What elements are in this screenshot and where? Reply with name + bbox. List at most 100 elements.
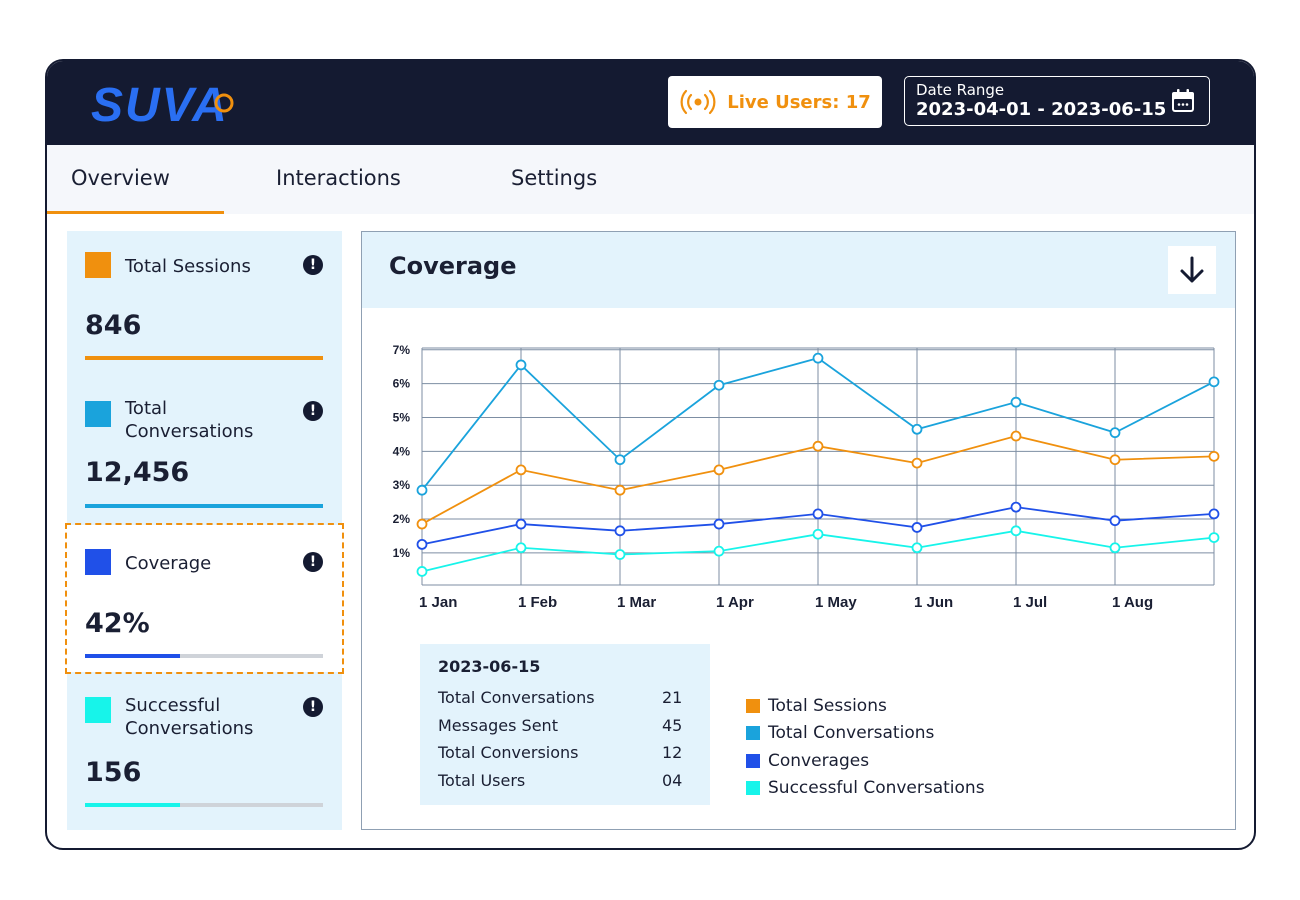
legend-item[interactable]: Total Conversations [746,720,985,748]
data-point [713,518,725,530]
metric-progress-bar [85,654,323,658]
date-range-value: 2023-04-01 - 2023-06-15 [916,99,1167,120]
data-point [1208,376,1220,388]
tooltip-row: Messages Sent 45 [438,712,692,740]
live-users-label: Live Users: 17 [727,91,871,113]
metric-value: 12,456 [85,457,190,488]
metric-value: 846 [85,310,142,341]
logo-text: SUVA [91,79,229,129]
tooltip-row-label: Total Users [438,770,526,790]
data-point [1010,501,1022,513]
tab-overview[interactable]: Overview [47,145,224,214]
data-point [1208,508,1220,520]
metric-label: Coverage [125,553,212,574]
legend-swatch [746,698,760,713]
info-icon[interactable]: ! [303,697,323,717]
metric-label: Total Conversations [125,398,254,442]
data-point [515,518,527,530]
legend-item[interactable]: Successful Conversations [746,775,985,803]
y-tick-label: 1% [393,546,411,560]
legend-label: Total Sessions [768,695,887,716]
data-point [713,379,725,391]
metrics-sidebar: Total Sessions ! 846 Total Conversations… [65,231,344,830]
data-point [614,525,626,537]
data-point [614,484,626,496]
metric-progress-fill [85,356,323,360]
tooltip-row-label: Total Conversations [438,688,595,707]
data-point [911,457,923,469]
legend-item[interactable]: Total Sessions [746,692,985,720]
data-point [812,508,824,520]
top-bar: SUVA Live Users: 17 Date Range 2023-04-0… [47,61,1254,145]
y-tick-label: 6% [393,377,411,391]
metric-progress-fill [85,654,181,658]
metric-card-total-sessions[interactable]: Total Sessions ! 846 [67,231,342,377]
tab-bar: Overview Interactions Settings [47,145,1254,214]
legend-item[interactable]: Converages [746,747,985,775]
metric-value: 42% [85,608,150,639]
metric-card-successful-conversations[interactable]: Successful Conversations ! 156 [67,673,342,830]
broadcast-icon [680,89,716,115]
date-range-picker[interactable]: Date Range 2023-04-01 - 2023-06-15 [904,76,1210,126]
data-point [1010,396,1022,408]
info-icon[interactable]: ! [303,401,323,421]
suva-logo: SUVA [91,79,234,129]
data-point [1208,532,1220,544]
x-tick-label: 1 Feb [518,594,557,611]
metric-card-coverage[interactable]: Coverage ! 42% [65,523,344,674]
legend-swatch [746,753,760,768]
data-point [1109,515,1121,527]
app-window: SUVA Live Users: 17 Date Range 2023-04-0… [45,59,1256,850]
y-tick-label: 3% [393,478,411,492]
metric-label: Total Sessions [125,256,251,277]
calendar-icon[interactable] [1170,88,1196,114]
tooltip-row-label: Total Conversions [438,743,579,762]
data-point [515,464,527,476]
data-point [812,440,824,452]
download-button[interactable] [1168,246,1216,294]
y-tick-label: 7% [393,343,411,357]
metric-color-swatch [85,252,111,278]
data-point [1109,454,1121,466]
data-point [812,528,824,540]
legend-label: Converages [768,750,870,771]
data-point [416,518,428,530]
data-point [911,423,923,435]
metric-progress-fill [85,504,323,508]
y-tick-label: 5% [393,410,411,424]
x-tick-label: 1 May [815,594,857,611]
info-icon[interactable]: ! [303,255,323,275]
metric-progress-fill [85,803,181,807]
metric-value: 156 [85,757,142,788]
chart-legend: Total Sessions Total Conversations Conve… [746,692,985,802]
metric-progress-bar [85,356,323,360]
info-icon[interactable]: ! [303,552,323,572]
data-point [812,352,824,364]
panel-title: Coverage [389,252,517,280]
tab-settings[interactable]: Settings [511,166,598,190]
metric-card-total-conversations[interactable]: Total Conversations ! 12,456 [67,377,342,524]
data-point [614,454,626,466]
data-point [1010,525,1022,537]
data-point [911,542,923,554]
data-point [1010,430,1022,442]
live-users-badge: Live Users: 17 [668,76,882,128]
tooltip-row: Total Conversations 21 [438,684,692,712]
coverage-line-chart: 1% 2% 3% 4% 5% 6% 7% 1 Jan 1 Feb 1 Mar 1 Apr 1 May 1… [393,343,1220,611]
y-tick-label: 2% [393,512,411,526]
data-point [713,545,725,557]
x-tick-label: 1 Jun [914,594,953,611]
data-point [416,566,428,577]
date-range-label: Date Range [916,81,1005,99]
tab-interactions[interactable]: Interactions [276,166,401,190]
tooltip-date: 2023-06-15 [438,657,541,676]
legend-label: Total Conversations [768,723,935,744]
metric-color-swatch [85,401,111,427]
data-point [416,484,428,496]
legend-label: Successful Conversations [768,778,985,799]
data-point [1109,427,1121,439]
data-point [911,522,923,533]
tooltip-row: Total Users 04 [438,767,692,795]
coverage-panel: Coverage 1% 2% 3% 4% 5% 6% 7% 1 Jan 1 Feb 1 Mar 1 … [361,231,1236,830]
metric-progress-bar [85,504,323,508]
